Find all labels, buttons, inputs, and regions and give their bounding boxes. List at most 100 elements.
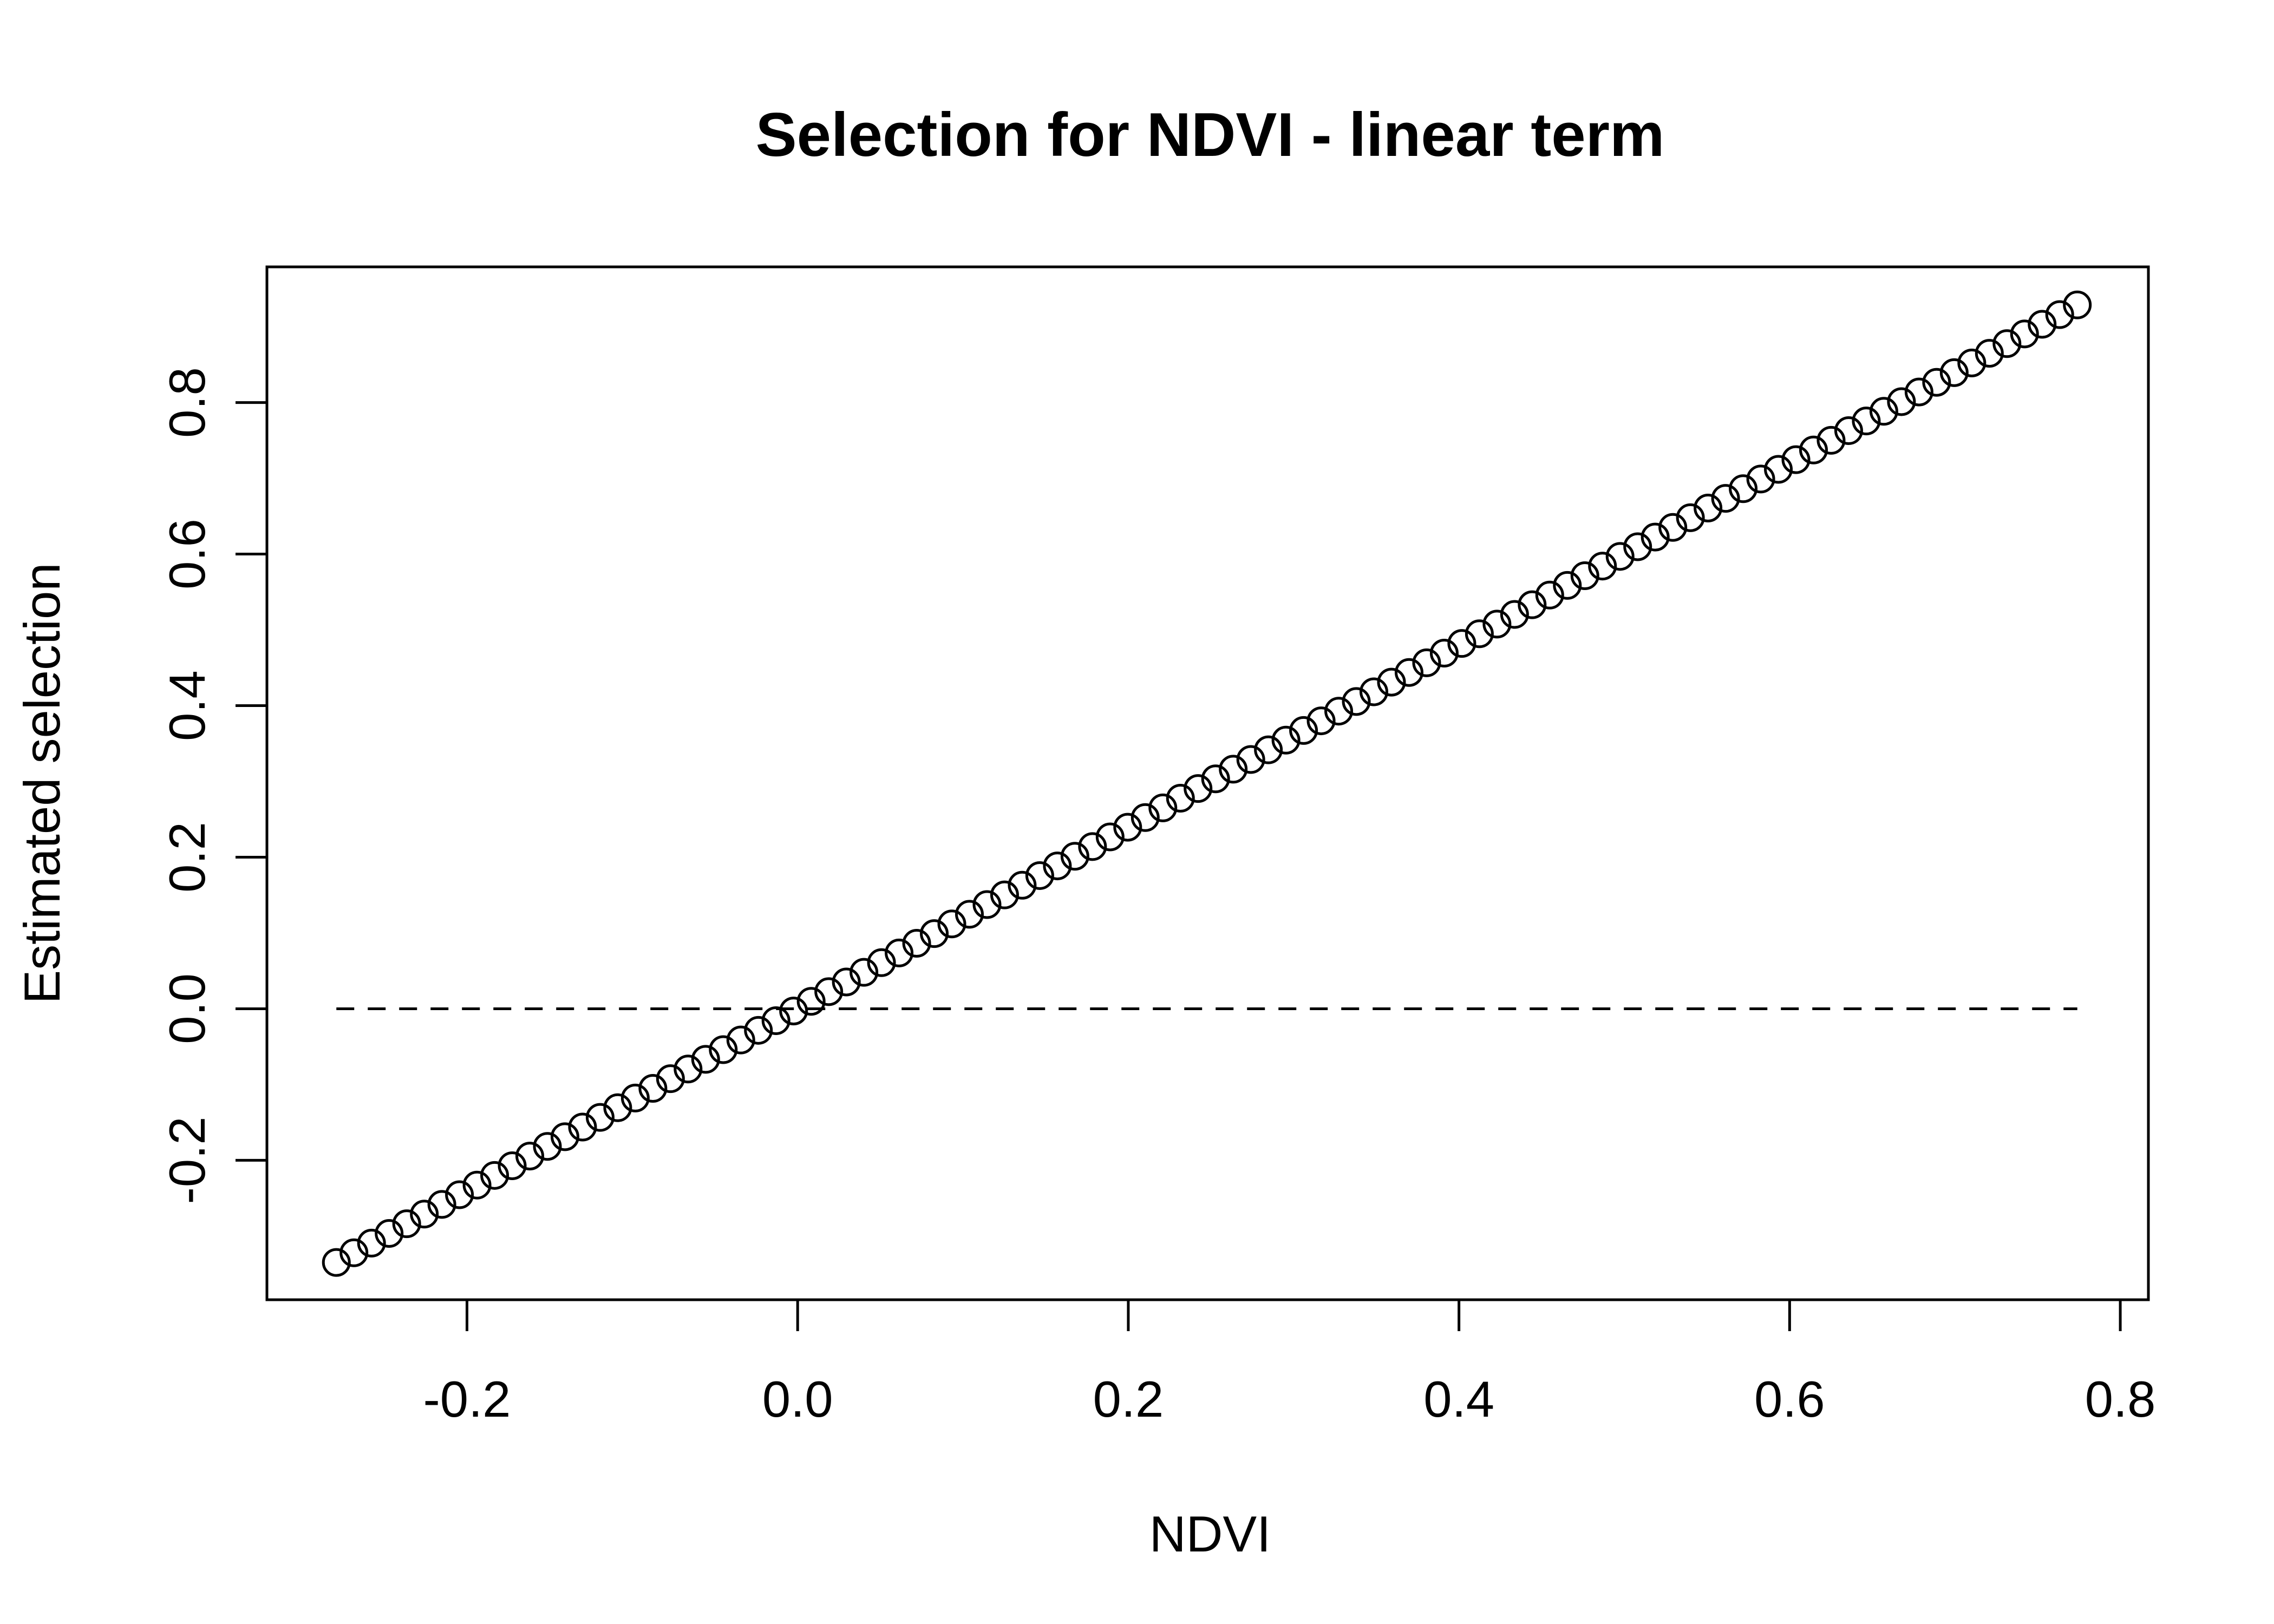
- data-point: [1219, 755, 1248, 784]
- data-point: [410, 1200, 439, 1229]
- data-point: [832, 967, 861, 997]
- data-point: [850, 958, 879, 987]
- data-point: [1729, 474, 1758, 503]
- data-point: [1553, 571, 1582, 600]
- data-point: [920, 919, 949, 948]
- data-point: [1360, 677, 1389, 706]
- data-point: [814, 977, 844, 1006]
- data-point: [322, 1248, 351, 1277]
- x-tick-label: 0.4: [1423, 1371, 1494, 1427]
- data-point: [1131, 803, 1160, 832]
- data-point: [1641, 522, 1670, 552]
- data-point: [392, 1209, 421, 1239]
- data-point: [1465, 619, 1494, 649]
- data-point: [1201, 764, 1230, 794]
- y-tick-label: 0.6: [159, 519, 215, 590]
- data-point: [1377, 667, 1406, 697]
- data-point: [638, 1074, 668, 1103]
- data-point: [902, 929, 931, 958]
- data-point: [1711, 484, 1740, 513]
- data-point: [1271, 725, 1301, 755]
- data-point: [1764, 455, 1793, 484]
- y-axis: -0.2 0.0 0.2 0.4 0.6 0.8: [159, 367, 269, 1204]
- data-point: [1869, 397, 1898, 426]
- data-point: [656, 1064, 685, 1093]
- data-point: [550, 1122, 579, 1151]
- x-tick-label: -0.2: [423, 1371, 511, 1427]
- data-point: [796, 987, 826, 1016]
- data-point: [1025, 861, 1054, 890]
- data-point: [1816, 425, 1846, 455]
- y-tick-label: -0.2: [159, 1116, 215, 1204]
- data-point: [726, 1025, 755, 1055]
- data-point: [1166, 784, 1195, 813]
- chart-title: Selection for NDVI - linear term: [756, 101, 1665, 169]
- data-point: [937, 909, 966, 939]
- x-tick-label: 0.8: [2085, 1371, 2156, 1427]
- data-point: [885, 938, 914, 967]
- data-point: [867, 948, 896, 977]
- plot-area-frame: [265, 265, 2150, 1301]
- data-point: [1324, 697, 1354, 726]
- data-point: [1060, 842, 1089, 871]
- data-point: [498, 1151, 527, 1180]
- y-tick-label: 0.4: [159, 670, 215, 741]
- y-tick-label: 0.8: [159, 367, 215, 438]
- data-point: [445, 1180, 474, 1209]
- y-tick-label: 0.0: [159, 973, 215, 1044]
- x-tick-label: 0.2: [1093, 1371, 1164, 1427]
- data-point: [620, 1083, 650, 1112]
- data-point: [1078, 832, 1107, 861]
- data-point: [1623, 532, 1652, 561]
- data-point: [1887, 387, 1916, 416]
- y-tick-label: 0.2: [159, 822, 215, 893]
- data-point: [568, 1112, 597, 1142]
- data-point: [1975, 339, 2004, 368]
- data-point: [2010, 319, 2039, 349]
- data-point: [1412, 648, 1441, 677]
- data-point: [1746, 464, 1775, 494]
- data-point: [990, 880, 1019, 909]
- data-point: [709, 1035, 738, 1064]
- data-points: [322, 290, 2092, 1277]
- data-point: [2028, 310, 2057, 339]
- data-point: [1482, 610, 1512, 639]
- data-point: [1676, 503, 1705, 532]
- data-point: [1148, 793, 1178, 822]
- data-point: [1992, 329, 2022, 358]
- data-point: [1605, 542, 1635, 571]
- data-point: [1447, 629, 1476, 658]
- data-point: [1588, 552, 1617, 581]
- data-point: [674, 1055, 703, 1084]
- data-point: [1535, 580, 1564, 610]
- data-point: [1658, 513, 1688, 542]
- x-axis-label: NDVI: [1149, 1505, 1271, 1562]
- data-point: [744, 1016, 773, 1045]
- x-tick-label: 0.6: [1754, 1371, 1825, 1427]
- data-point: [1113, 813, 1142, 842]
- data-point: [427, 1190, 456, 1219]
- data-point: [515, 1142, 545, 1171]
- data-point: [480, 1161, 509, 1190]
- data-point: [339, 1238, 369, 1267]
- data-point: [1429, 638, 1459, 667]
- data-point: [1095, 822, 1125, 852]
- data-point: [1500, 600, 1529, 629]
- data-point: [1289, 716, 1318, 745]
- data-point: [1852, 407, 1881, 436]
- data-point: [761, 1006, 790, 1035]
- data-point: [1799, 435, 1828, 464]
- data-point: [1570, 561, 1599, 591]
- data-point: [1518, 590, 1547, 619]
- data-point: [972, 890, 1002, 919]
- data-point: [2045, 300, 2074, 329]
- data-point: [1904, 377, 1933, 407]
- data-point: [357, 1228, 386, 1258]
- data-point: [1394, 658, 1423, 687]
- data-point: [533, 1132, 562, 1161]
- data-point: [1043, 852, 1072, 881]
- data-point: [1834, 416, 1863, 446]
- data-point: [1939, 358, 1969, 387]
- data-point: [2063, 290, 2092, 319]
